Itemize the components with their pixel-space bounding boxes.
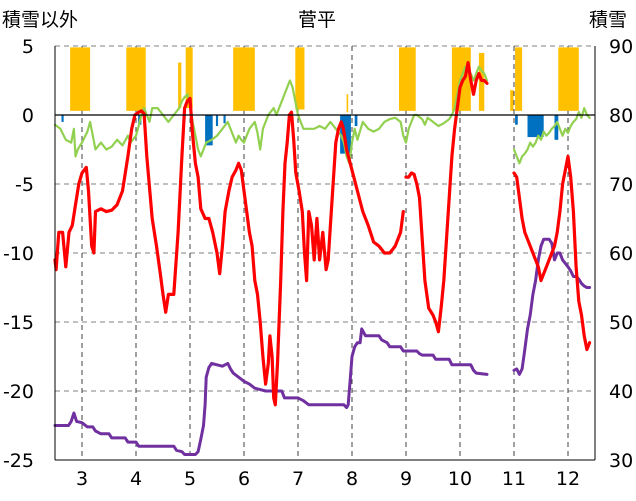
snow-bar-negative (61, 115, 64, 122)
left-tick-label: -20 (3, 381, 34, 403)
snow-bar-negative (354, 115, 358, 127)
right-tick-label: 40 (609, 381, 633, 403)
left-axis-label: 積雪以外 (2, 9, 79, 31)
chart-title: 菅平 (298, 9, 337, 31)
snow-bar (558, 47, 579, 111)
snow-bar (126, 47, 146, 111)
snow-bar (70, 47, 91, 111)
left-tick-label: 0 (22, 105, 34, 127)
snow-bar (185, 47, 193, 109)
series-line-red (512, 154, 592, 352)
snow-bar-negative (515, 115, 518, 125)
series-line-red (404, 61, 489, 334)
snow-bars (61, 47, 579, 154)
snow-bar-negative (554, 115, 559, 140)
x-tick-label: 8 (346, 468, 358, 490)
snow-bar (398, 47, 416, 111)
right-tick-label: 70 (609, 174, 633, 196)
x-tick-label: 3 (76, 468, 88, 490)
snow-bar (295, 47, 305, 110)
snow-bar (178, 62, 182, 109)
left-tick-label: -5 (15, 174, 34, 196)
series-line-red (53, 96, 405, 407)
right-tick-label: 30 (609, 450, 633, 472)
snow-bar-negative (205, 115, 213, 146)
left-tick-label: -15 (3, 312, 34, 334)
series-line-purple (53, 327, 489, 456)
right-tick-label: 50 (609, 312, 633, 334)
x-tick-label: 9 (400, 468, 412, 490)
left-tick-label: 5 (22, 36, 34, 58)
snow-bar (346, 94, 349, 113)
x-tick-label: 4 (130, 468, 142, 490)
right-axis-label: 積雪 (589, 9, 628, 31)
right-tick-label: 90 (609, 36, 633, 58)
x-tick-label: 5 (184, 468, 196, 490)
snow-bar-negative (223, 115, 226, 124)
grid (55, 45, 595, 460)
x-tick-label: 7 (292, 468, 304, 490)
snow-bar (510, 90, 514, 111)
left-tick-label: -25 (3, 450, 34, 472)
x-tick-label: 10 (448, 468, 472, 490)
x-tick-label: 11 (502, 468, 526, 490)
x-tick-label: 12 (556, 468, 580, 490)
series-lines (53, 61, 592, 456)
left-tick-label: -10 (3, 243, 34, 265)
x-tick-label: 6 (238, 468, 250, 490)
snow-bar-negative (527, 115, 544, 138)
series-line-green (512, 107, 591, 165)
right-tick-label: 80 (609, 105, 633, 127)
snow-bar-negative (215, 115, 219, 127)
snow-bar (233, 47, 255, 111)
right-tick-label: 60 (609, 243, 633, 265)
snow-bar (515, 47, 523, 111)
